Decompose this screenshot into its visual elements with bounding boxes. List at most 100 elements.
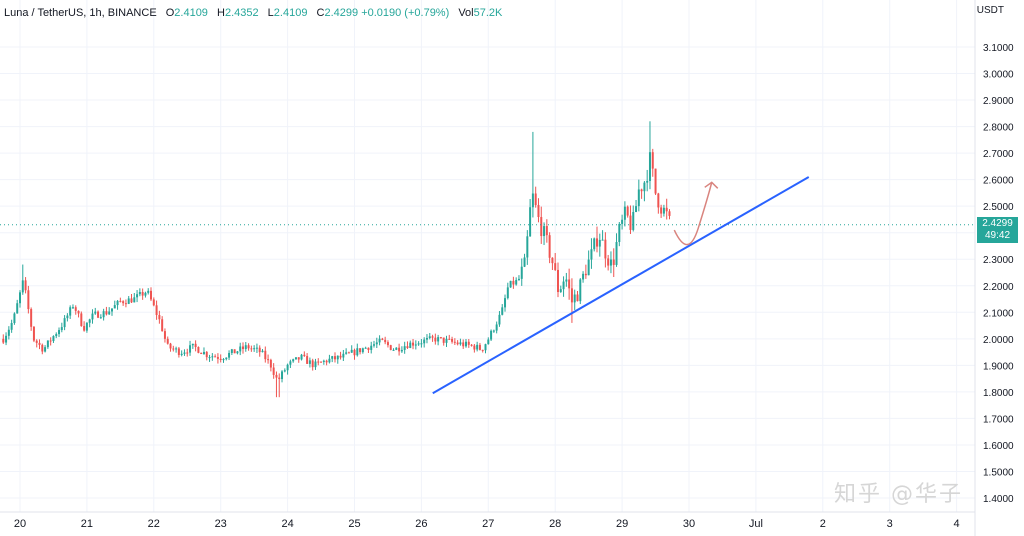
candle-body xyxy=(504,298,507,308)
candle-body xyxy=(30,309,33,327)
candle-body xyxy=(27,290,30,310)
candle-body xyxy=(247,345,250,349)
candle-body xyxy=(250,348,253,350)
candle-body xyxy=(456,342,459,345)
candle-body xyxy=(58,330,61,335)
candle-body xyxy=(80,313,83,327)
candle-body xyxy=(579,279,582,302)
candle-body xyxy=(568,279,571,289)
candle-body xyxy=(69,307,72,316)
candle-body xyxy=(216,357,219,359)
candle-body xyxy=(478,344,481,350)
candle-body xyxy=(144,292,147,296)
candle-body xyxy=(10,323,13,330)
candle-body xyxy=(626,206,629,216)
candle-body xyxy=(200,352,203,355)
y-tick-label: 3.1000 xyxy=(983,43,1014,54)
candle-body xyxy=(509,280,512,288)
candle-body xyxy=(258,347,261,353)
candle-body xyxy=(517,278,520,280)
candle-body xyxy=(417,343,420,345)
candle-body xyxy=(601,239,604,241)
candle-body xyxy=(462,342,465,347)
candle-body xyxy=(261,350,264,353)
candle-body xyxy=(236,351,239,354)
x-tick-label: 4 xyxy=(954,518,960,530)
candle-body xyxy=(163,331,166,339)
candle-body xyxy=(534,193,537,206)
candle-body xyxy=(565,279,568,282)
y-tick-label: 2.9000 xyxy=(983,96,1014,107)
candle-body xyxy=(41,344,44,352)
candle-body xyxy=(308,360,311,364)
candle-body xyxy=(110,308,113,312)
candle-body xyxy=(490,330,493,340)
candle-body xyxy=(439,337,442,339)
candle-body xyxy=(99,317,102,319)
candle-body xyxy=(543,226,546,237)
y-tick-label: 2.0000 xyxy=(983,335,1014,346)
candle-body xyxy=(49,340,52,342)
candle-body xyxy=(453,341,456,343)
candle-body xyxy=(46,340,49,348)
chart-legend: Luna / TetherUS, 1h, BINANCE O2.4109 H2.… xyxy=(4,7,502,19)
candle-body xyxy=(618,223,621,243)
y-tick-label: 2.3000 xyxy=(983,255,1014,266)
candle-body xyxy=(431,336,434,338)
candle-body xyxy=(127,298,130,304)
candle-body xyxy=(272,367,275,375)
candle-body xyxy=(186,352,189,354)
close-value: 2.4299 xyxy=(324,7,359,19)
candle-body xyxy=(629,215,632,230)
low-label: L xyxy=(267,7,274,19)
candle-body xyxy=(222,359,225,361)
candle-body xyxy=(428,336,431,338)
candle-body xyxy=(283,370,286,372)
candle-body xyxy=(94,311,97,314)
candle-body xyxy=(320,361,323,363)
candle-body xyxy=(105,311,108,315)
candle-body xyxy=(113,305,116,309)
candle-body xyxy=(130,298,133,303)
candle-body xyxy=(501,307,504,315)
high-value: 2.4352 xyxy=(224,7,259,19)
candle-body xyxy=(487,339,490,345)
candle-body xyxy=(5,335,8,343)
candle-body xyxy=(481,349,484,351)
candle-body xyxy=(275,374,278,378)
candle-body xyxy=(197,347,200,353)
candle-body xyxy=(498,314,501,325)
candle-body xyxy=(122,301,125,304)
x-tick-label: 25 xyxy=(348,518,360,530)
candle-body xyxy=(264,350,267,360)
candle-body xyxy=(526,236,529,258)
candle-body xyxy=(593,238,596,250)
candle-body xyxy=(573,294,576,303)
candle-body xyxy=(191,343,194,346)
candle-body xyxy=(529,207,532,237)
candle-body xyxy=(540,217,543,237)
candles xyxy=(2,121,671,398)
candle-body xyxy=(97,311,100,318)
candle-body xyxy=(317,361,320,363)
candle-body xyxy=(325,360,328,363)
candle-body xyxy=(587,259,590,276)
x-tick-label: 27 xyxy=(482,518,494,530)
candle-body xyxy=(253,348,256,350)
candle-body xyxy=(582,273,585,280)
candle-body xyxy=(596,238,599,247)
candle-body xyxy=(409,342,412,348)
candle-body xyxy=(520,266,523,279)
current-price-tag: 2.4299 49:42 xyxy=(977,216,1018,243)
candle-body xyxy=(398,347,401,352)
candle-body xyxy=(637,189,640,207)
candle-body xyxy=(403,346,406,350)
candle-body xyxy=(635,206,638,213)
candle-body xyxy=(364,347,367,349)
y-tick-label: 3.0000 xyxy=(983,70,1014,81)
candle-body xyxy=(91,313,94,320)
candle-body xyxy=(451,338,454,342)
candle-body xyxy=(459,342,462,345)
candle-body xyxy=(44,347,47,352)
